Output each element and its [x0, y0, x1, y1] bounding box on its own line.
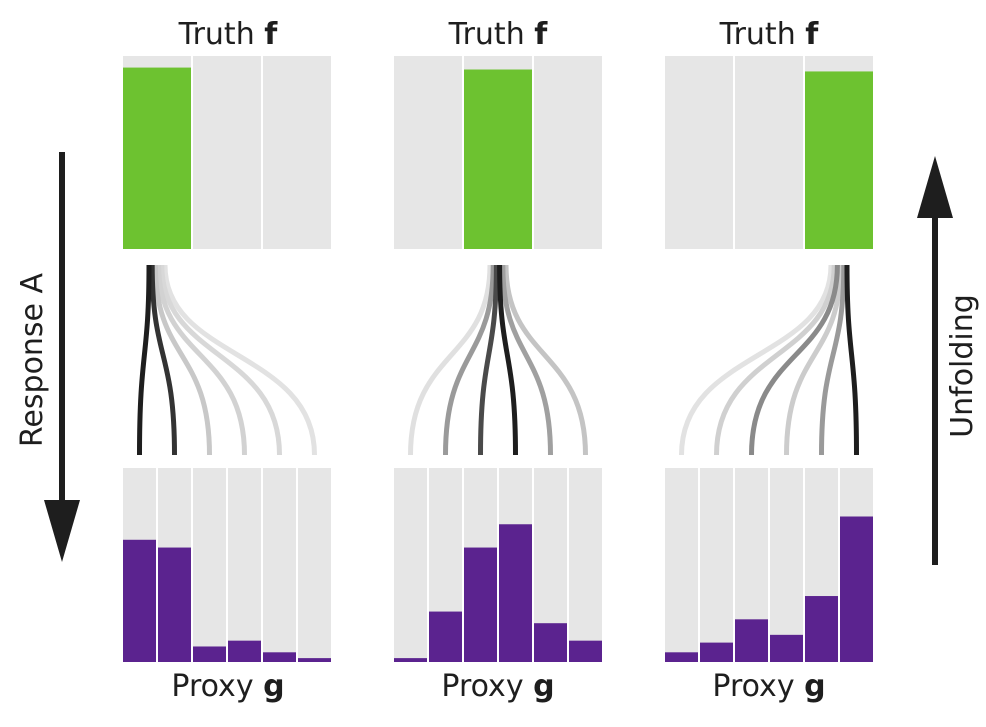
proxy-bin-bg: [263, 468, 296, 662]
migration-curve: [749, 264, 840, 456]
panel-3: [665, 56, 873, 662]
proxy-title-2: Proxy g: [441, 669, 554, 704]
response-arrow-label: Response A: [15, 272, 50, 447]
proxy-bin-bg: [569, 468, 602, 662]
unfolding-arrow: [917, 156, 953, 565]
truth-bin-bg: [193, 56, 261, 249]
proxy-bin-fill: [805, 596, 838, 662]
truth-bin-fill: [123, 67, 191, 249]
proxy-bin-bg: [665, 468, 698, 662]
truth-title-2: Truth f: [448, 17, 549, 52]
truth-title-1: Truth f: [178, 17, 279, 52]
proxy-bin-fill: [263, 652, 296, 662]
migration-curve: [149, 264, 177, 456]
panel-1: [123, 56, 331, 662]
panels: [123, 56, 873, 662]
migration-curve: [679, 264, 834, 456]
proxy-bin-bg: [193, 468, 226, 662]
truth-bin-bg: [735, 56, 803, 249]
proxy-bin-fill: [735, 619, 768, 662]
migration-curve: [819, 264, 847, 456]
proxy-bin-fill: [228, 640, 261, 662]
migration-curve: [478, 264, 499, 456]
proxy-bin-fill: [499, 524, 532, 662]
migration-curve: [162, 264, 317, 456]
migration-curve: [156, 264, 247, 456]
truth-title-3: Truth f: [719, 17, 820, 52]
proxy-bin-fill: [158, 547, 191, 662]
migration-curve: [443, 264, 496, 456]
migration-curve: [137, 264, 152, 456]
truth-bin-bg: [665, 56, 733, 249]
proxy-bin-bg: [770, 468, 803, 662]
proxy-bin-bg: [228, 468, 261, 662]
migration-curve: [500, 264, 553, 456]
migration-curve: [844, 264, 859, 456]
proxy-bin-bg: [700, 468, 733, 662]
proxy-bin-fill: [700, 642, 733, 662]
proxy-title-1: Proxy g: [171, 669, 284, 704]
proxy-bin-fill: [770, 634, 803, 662]
proxy-bin-fill: [534, 623, 567, 662]
migration-curve: [159, 264, 282, 456]
proxy-bin-bg: [298, 468, 331, 662]
truth-bin-bg: [394, 56, 462, 249]
proxy-title-3: Proxy g: [712, 669, 825, 704]
proxy-bin-fill: [840, 516, 873, 662]
proxy-bin-fill: [298, 658, 331, 662]
unfolding-arrow-label: Unfolding: [945, 294, 980, 438]
proxy-bin-fill: [665, 652, 698, 662]
truth-bin-fill: [464, 69, 532, 249]
truth-bin-fill: [805, 71, 873, 249]
truth-bin-bg: [263, 56, 331, 249]
proxy-bin-bg: [394, 468, 427, 662]
proxy-bin-fill: [569, 640, 602, 662]
migration-curve: [408, 264, 493, 456]
response-arrow: [44, 152, 80, 562]
proxy-bin-fill: [429, 611, 462, 662]
proxy-bin-fill: [123, 539, 156, 662]
proxy-bin-fill: [464, 547, 497, 662]
truth-bin-bg: [534, 56, 602, 249]
migration-curve: [497, 264, 518, 456]
proxy-bin-fill: [394, 658, 427, 662]
unfolding-arrow-head: [917, 156, 953, 218]
migration-curve: [784, 264, 844, 456]
migration-curve: [152, 264, 212, 456]
panel-2: [394, 56, 602, 662]
response-arrow-head: [44, 500, 80, 562]
migration-curve: [714, 264, 837, 456]
proxy-bin-fill: [193, 646, 226, 662]
migration-curve: [503, 264, 588, 456]
